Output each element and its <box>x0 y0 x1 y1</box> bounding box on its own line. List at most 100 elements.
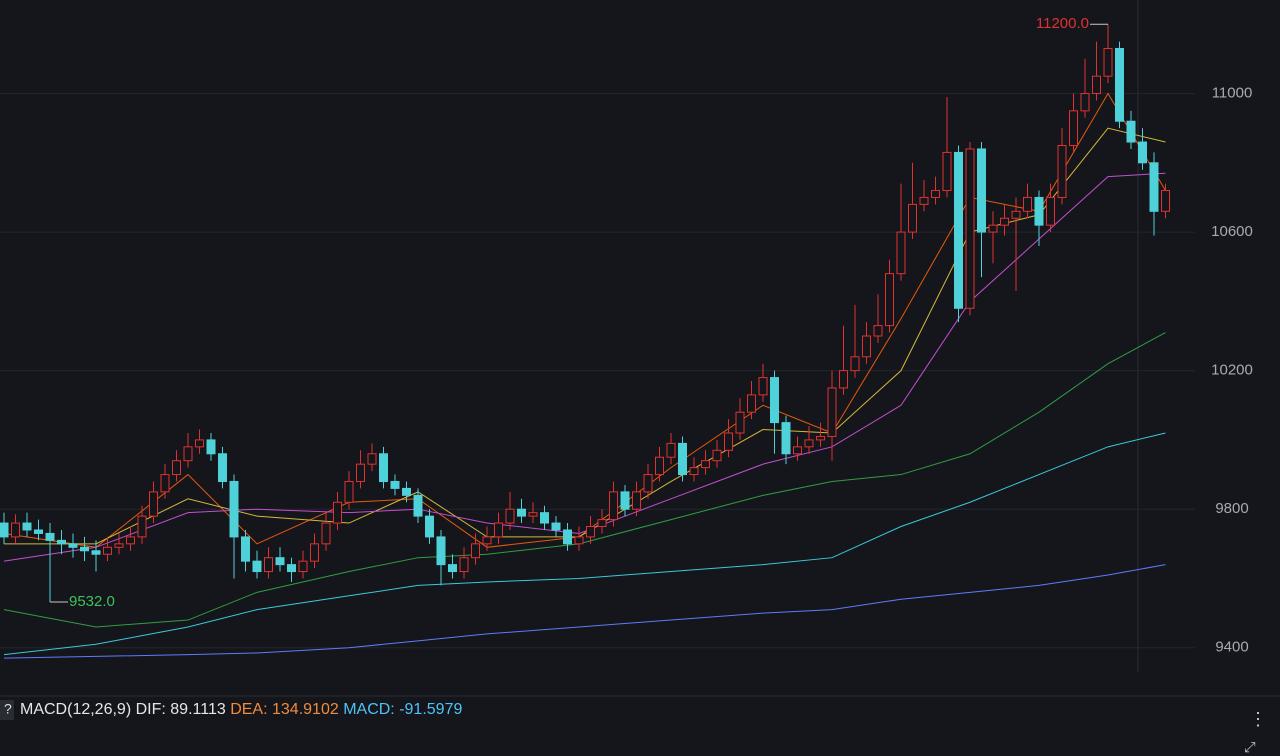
macd-value: -91.5979 <box>399 701 462 718</box>
candle-body <box>68 543 78 548</box>
help-icon[interactable] <box>0 700 14 720</box>
candle-body <box>724 432 733 451</box>
candle-body <box>1069 110 1078 146</box>
candle-body <box>517 508 526 517</box>
candle-body <box>436 536 446 566</box>
candle-body <box>770 377 779 424</box>
y-tick-label: 9800 <box>1215 500 1248 517</box>
candle-body <box>758 377 768 396</box>
candle-body <box>275 557 285 566</box>
candle-body <box>114 543 124 548</box>
moving-average-line <box>3 332 1166 628</box>
candle-body <box>712 449 722 462</box>
candle-body <box>896 231 906 275</box>
candle-body <box>908 203 917 233</box>
candle-body <box>80 546 89 552</box>
candle-body <box>931 190 940 198</box>
candle-body <box>701 460 710 469</box>
candle-body <box>333 501 342 524</box>
candle-body <box>1000 217 1009 226</box>
candle-body <box>1092 75 1101 95</box>
expand-icon[interactable]: ⤢ <box>1244 739 1255 755</box>
candle-body <box>241 536 250 562</box>
candle-body <box>666 442 676 458</box>
moving-average-line <box>3 432 1166 656</box>
candle-body <box>977 148 986 233</box>
candle-body <box>390 480 400 489</box>
candle-body <box>540 512 549 524</box>
candle-body <box>620 491 630 510</box>
candle-body <box>45 532 55 541</box>
candle-body <box>563 529 572 545</box>
candle-body <box>206 439 216 455</box>
candle-body <box>1103 47 1113 77</box>
candle-body <box>816 435 825 441</box>
candle-body <box>34 529 43 534</box>
moving-average-line <box>3 564 1166 659</box>
dea-label: DEA: <box>230 701 267 718</box>
candle-body <box>873 325 883 337</box>
macd-legend: MACD(12,26,9) DIF: 89.1113 DEA: 134.9102… <box>20 701 462 718</box>
candle-body <box>655 456 664 476</box>
y-tick-label: 10200 <box>1211 362 1253 379</box>
candle-body <box>149 491 158 517</box>
candle-body <box>356 463 365 482</box>
candle-body <box>367 453 377 465</box>
candle-body <box>609 491 618 521</box>
dif-label: DIF: <box>136 701 166 718</box>
candle-body <box>57 539 66 545</box>
candle-body <box>643 474 653 493</box>
y-tick-label: 11000 <box>1212 84 1253 101</box>
candle-body <box>804 439 814 448</box>
candle-body <box>1149 162 1159 212</box>
macd-label: MACD: <box>343 701 395 718</box>
dea-value: 134.9102 <box>272 701 339 718</box>
candle-body <box>229 480 239 538</box>
candle-body <box>781 422 791 455</box>
candle-body <box>264 557 273 573</box>
candle-body <box>425 515 434 538</box>
candle-body <box>91 550 101 555</box>
candle-body <box>494 522 503 538</box>
candle-body <box>103 546 112 555</box>
candle-body <box>298 560 308 573</box>
candle-body <box>183 446 193 462</box>
candle-body <box>885 273 894 327</box>
candle-body <box>195 439 204 448</box>
candle-body <box>252 560 262 573</box>
candle-body <box>137 515 147 538</box>
settings-icon[interactable]: ⋮ <box>1249 709 1267 729</box>
candle-body <box>310 543 319 562</box>
candle-body <box>528 512 538 517</box>
y-tick-label: 9400 <box>1215 639 1248 656</box>
candle-body <box>850 356 860 372</box>
candle-body <box>379 453 388 482</box>
macd-title: MACD(12,26,9) <box>20 701 131 718</box>
candle-body <box>402 487 411 496</box>
candle-body <box>482 536 492 545</box>
candle-body <box>471 543 480 559</box>
candle-body <box>793 446 802 455</box>
candle-body <box>160 474 170 493</box>
candle-body <box>321 522 331 545</box>
candle-body <box>827 387 837 437</box>
candle-body <box>1057 144 1067 198</box>
candle-body <box>1034 196 1044 226</box>
candle-body <box>735 411 745 434</box>
candle-body <box>839 370 848 389</box>
candle-body <box>1138 141 1147 164</box>
candle-body <box>287 564 296 573</box>
candle-body <box>344 480 354 503</box>
candle-body <box>965 148 975 309</box>
max-label: 11200.0 <box>1036 15 1089 32</box>
candle-body <box>919 196 929 205</box>
candle-body <box>22 522 32 531</box>
candle-body <box>448 564 457 573</box>
dif-value: 89.1113 <box>170 701 226 718</box>
candle-body <box>1046 196 1055 226</box>
candle-body <box>954 151 963 309</box>
candle-body <box>632 491 641 510</box>
candle-body <box>413 494 423 517</box>
